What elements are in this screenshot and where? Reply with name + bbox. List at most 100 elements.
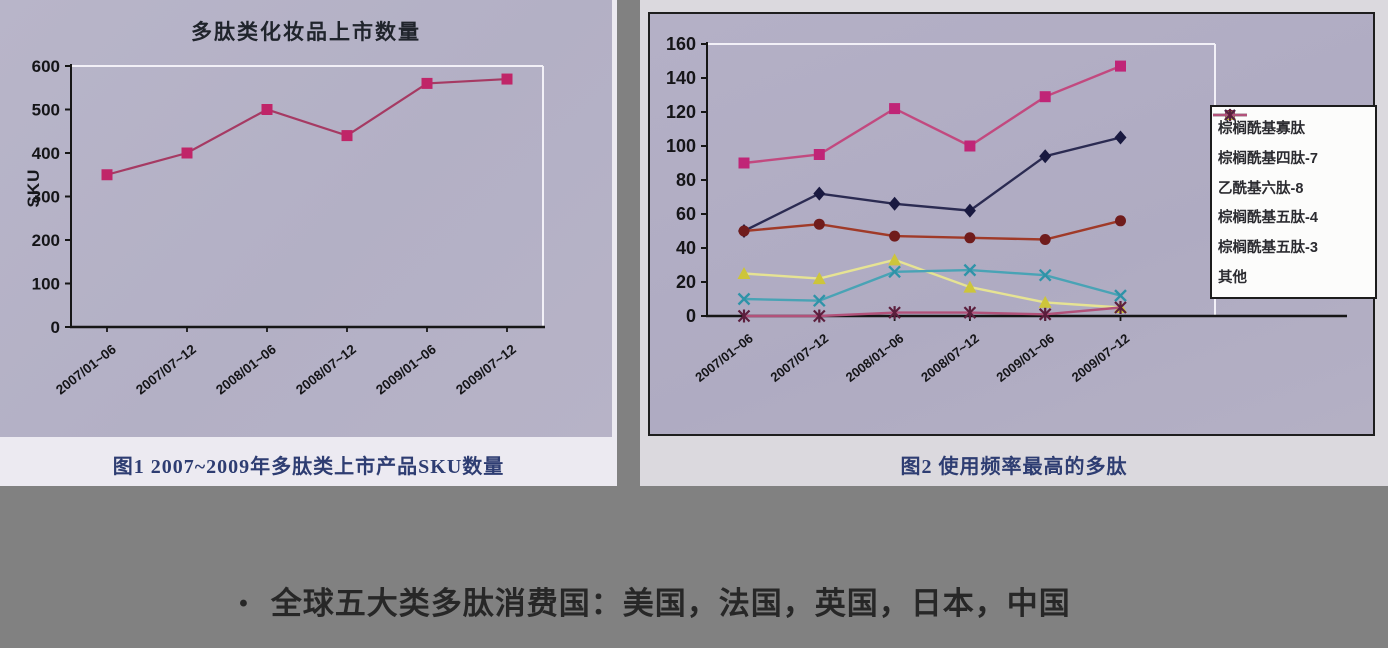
bullet-text: 全球五大类多肽消费国：美国，法国，英国，日本，中国 xyxy=(270,586,1071,621)
marker-x-icon xyxy=(888,265,901,279)
series-line xyxy=(743,258,1121,309)
y-tick-label: 60 xyxy=(676,204,696,224)
x-tick-label: 2008/07~12 xyxy=(918,331,982,385)
x-tick-label: 2009/01~06 xyxy=(373,341,439,397)
y-tick-label: 100 xyxy=(32,275,60,294)
legend-label: 棕榈酰基五肽-3 xyxy=(1218,239,1318,256)
marker-circle-icon xyxy=(1039,234,1051,245)
legend-label: 棕榈酰基四肽-7 xyxy=(1218,150,1318,167)
figure1-chart-area: 多肽类化妆品上市数量 SKU 0 100 200 300 400 500 600 2007/0… xyxy=(0,0,612,437)
x-tick-label: 2009/07~12 xyxy=(453,342,519,398)
marker-triangle-icon xyxy=(963,280,977,293)
series-line xyxy=(743,268,1121,302)
y-tick-label: 0 xyxy=(686,306,696,326)
x-tick-label: 2007/01~06 xyxy=(53,341,119,397)
figure2-chart-area: 0 20 40 60 80 100 120 140 160 2007/01~06 2007/07~1… xyxy=(648,12,1377,436)
marker-x-icon xyxy=(1038,268,1052,282)
marker-square-icon xyxy=(181,147,193,159)
x-tick-label: 2009/01~06 xyxy=(993,331,1057,385)
marker-square-icon xyxy=(813,149,825,160)
marker-triangle-icon xyxy=(1038,295,1052,308)
y-tick-label: 120 xyxy=(666,102,696,122)
marker-diamond-icon xyxy=(1039,149,1052,164)
legend-item: 棕榈酰基四肽-7 xyxy=(1213,108,1371,168)
marker-asterisk-icon xyxy=(963,306,977,320)
marker-square-icon xyxy=(964,140,976,152)
marker-square-icon xyxy=(501,73,513,85)
figure1-y-axis-label: SKU xyxy=(24,168,43,208)
figure2-panel: 0 20 40 60 80 100 120 140 160 2007/01~06 2007/07~1… xyxy=(640,0,1388,486)
x-tick-label: 2007/07~12 xyxy=(768,331,832,385)
marker-square-icon xyxy=(1039,91,1051,103)
marker-square-icon xyxy=(261,104,273,115)
marker-diamond-icon xyxy=(888,196,901,211)
marker-square-icon xyxy=(421,77,433,89)
figure2-caption: 图2 使用频率最高的多肽 xyxy=(900,456,1128,478)
y-tick-label: 140 xyxy=(666,68,696,88)
legend-item: 乙酰基六肽-8 xyxy=(1213,110,1371,198)
marker-asterisk-icon xyxy=(1114,301,1127,314)
series-line xyxy=(743,64,1121,165)
marker-diamond-icon xyxy=(1114,130,1127,145)
legend-label: 棕榈酰基寡肽 xyxy=(1218,121,1305,138)
marker-square-icon xyxy=(889,103,901,115)
marker-diamond-icon xyxy=(813,186,826,201)
y-tick-label: 80 xyxy=(676,170,696,190)
x-tick-label: 2007/07~12 xyxy=(133,342,199,398)
x-tick-label: 2007/01~06 xyxy=(692,331,756,385)
marker-diamond-icon xyxy=(963,203,976,218)
marker-circle-icon xyxy=(813,218,825,230)
marker-circle-icon xyxy=(1115,215,1126,227)
marker-circle-icon xyxy=(964,232,976,244)
marker-x-icon xyxy=(737,292,751,306)
marker-asterisk-icon xyxy=(888,306,901,320)
x-tick-label: 2008/01~06 xyxy=(213,341,279,397)
marker-x-icon xyxy=(963,263,977,277)
figure1-title: 多肽类化妆品上市数量 xyxy=(191,21,421,44)
legend-label: 乙酰基六肽-8 xyxy=(1218,180,1304,197)
figure1-panel: 多肽类化妆品上市数量 SKU 0 100 200 300 400 500 600 2007/0… xyxy=(0,0,617,486)
legend-label: 棕榈酰基五肽-4 xyxy=(1218,210,1318,227)
y-tick-label: 300 xyxy=(32,188,60,207)
series-line xyxy=(744,306,1121,318)
marker-square-icon xyxy=(738,157,750,169)
y-tick-label: 100 xyxy=(666,136,696,156)
legend-item: 棕榈酰基五肽-3 xyxy=(1213,109,1371,257)
y-tick-label: 20 xyxy=(676,272,696,292)
marker-square-icon xyxy=(1115,60,1126,72)
marker-circle-icon xyxy=(889,230,901,242)
marker-circle-icon xyxy=(738,225,750,237)
marker-asterisk-icon xyxy=(1224,109,1236,121)
bullet-icon: • xyxy=(239,590,249,617)
marker-x-icon xyxy=(812,294,826,308)
x-tick-label: 2008/07~12 xyxy=(293,342,359,398)
bullet-line: • 全球五大类多肽消费国：美国，法国，英国，日本，中国 xyxy=(0,578,1310,623)
y-tick-label: 600 xyxy=(32,57,60,76)
y-tick-label: 400 xyxy=(32,144,60,163)
marker-x-icon xyxy=(1114,289,1127,302)
marker-asterisk-icon xyxy=(813,309,826,323)
marker-triangle-icon xyxy=(812,272,826,285)
x-tick-label: 2009/07~12 xyxy=(1069,331,1133,385)
y-tick-label: 200 xyxy=(32,231,60,250)
marker-square-icon xyxy=(101,169,113,181)
y-tick-label: 160 xyxy=(666,34,696,54)
marker-square-icon xyxy=(341,130,353,142)
y-tick-label: 40 xyxy=(676,238,696,258)
x-tick-label: 2008/01~06 xyxy=(843,331,907,385)
marker-triangle-icon xyxy=(888,253,902,266)
figure2-line-chart: 0 20 40 60 80 100 120 140 160 2007/01~06 2007/07~1… xyxy=(666,34,1347,385)
marker-asterisk-icon xyxy=(737,309,751,323)
y-tick-label: 500 xyxy=(32,101,60,120)
marker-asterisk-icon xyxy=(1038,307,1052,321)
marker-triangle-icon xyxy=(737,267,751,279)
legend-label: 其他 xyxy=(1218,269,1247,286)
series-line xyxy=(743,136,1121,233)
legend-item: 其他 xyxy=(1213,109,1371,287)
series-line xyxy=(743,219,1121,241)
figure2-legend: 棕榈酰基寡肽 棕榈酰基四肽-7 乙酰基六肽-8 棕榈酰基五肽-4 棕榈酰基五肽-3 其他 xyxy=(1210,105,1377,299)
legend-marker-asterisk-icon xyxy=(1213,109,1247,121)
figure1-caption: 图1 2007~2009年多肽类上市产品SKU数量 xyxy=(112,456,505,478)
y-tick-label: 0 xyxy=(51,318,60,337)
